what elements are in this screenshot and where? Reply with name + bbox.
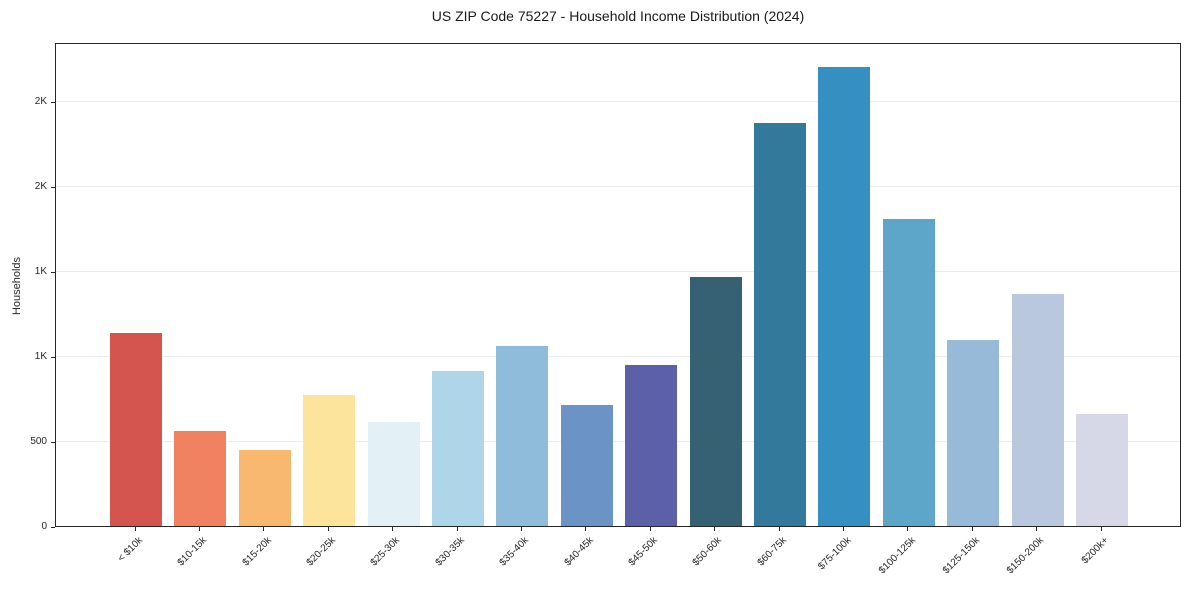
x-tick-label: $15-20k: [240, 535, 274, 569]
bar: [367, 422, 420, 526]
bar: [174, 430, 227, 526]
y-tick-mark: [51, 356, 55, 358]
x-axis-ticks: < $10k $10-15k $15-20k $20-25k $25-30k $30-35…: [55, 527, 1181, 590]
bar: [625, 364, 678, 526]
bar: [882, 218, 935, 526]
y-tick-mark: [51, 271, 55, 273]
x-tick-mark: [263, 527, 265, 531]
bar: [947, 340, 1000, 526]
x-tick-mark: [392, 527, 394, 531]
chart-title: US ZIP Code 75227 - Household Income Dis…: [431, 8, 805, 24]
bar: [818, 66, 871, 526]
gridline: [56, 355, 1180, 357]
x-tick-mark: [327, 527, 329, 531]
x-tick-mark: [520, 527, 522, 531]
x-tick-label: $50-60k: [691, 535, 725, 569]
x-tick-mark: [1100, 527, 1102, 531]
bar: [110, 333, 162, 526]
plot-area: [55, 43, 1181, 527]
gridline: [56, 185, 1180, 187]
x-tick-mark: [134, 527, 136, 531]
bar: [689, 277, 742, 526]
x-tick-label: $75-100k: [815, 535, 854, 573]
y-tick-label: 1K: [34, 266, 47, 278]
x-tick-mark: [714, 527, 716, 531]
y-tick-label: 2K: [34, 96, 47, 108]
y-tick-mark: [51, 101, 55, 103]
x-tick-label: $25-30k: [369, 535, 403, 569]
x-tick-label: $150-200k: [1005, 535, 1047, 577]
bar: [432, 371, 484, 526]
y-tick-mark: [51, 441, 55, 443]
x-tick-mark: [1036, 527, 1038, 531]
x-tick-label: $40-45k: [562, 535, 596, 569]
bar: [560, 404, 613, 526]
y-tick-label: 500: [30, 436, 47, 448]
x-tick-mark: [585, 527, 587, 531]
x-tick-label: $60-75k: [755, 535, 789, 569]
x-tick-label: $100-125k: [876, 535, 918, 577]
y-tick-mark: [51, 186, 55, 188]
bar: [754, 122, 806, 526]
x-tick-mark: [907, 527, 909, 531]
bar: [1076, 413, 1128, 526]
x-tick-label: $20-25k: [304, 535, 338, 569]
x-tick-label: < $10k: [115, 535, 145, 565]
gridline: [56, 440, 1180, 442]
x-tick-mark: [842, 527, 844, 531]
y-axis-label: Households: [11, 256, 23, 316]
bar: [496, 346, 549, 526]
x-tick-mark: [778, 527, 780, 531]
x-tick-label: $45-50k: [626, 535, 660, 569]
x-tick-mark: [649, 527, 651, 531]
gridline: [56, 270, 1180, 272]
y-tick-label: 0: [41, 521, 47, 532]
x-tick-label: $30-35k: [433, 535, 467, 569]
y-tick-label: 2K: [34, 181, 47, 193]
y-tick-mark: [51, 526, 55, 528]
bar: [1011, 294, 1064, 526]
x-tick-label: $125-150k: [940, 535, 982, 577]
x-tick-label: $35-40k: [497, 535, 532, 569]
y-tick-label: 1K: [34, 351, 47, 363]
bar: [303, 395, 356, 526]
x-tick-mark: [971, 527, 973, 531]
x-tick-mark: [198, 527, 200, 531]
x-tick-label: $200k+: [1079, 535, 1111, 567]
x-tick-label: $10-15k: [175, 535, 210, 569]
gridline: [56, 100, 1180, 102]
bar: [238, 449, 291, 526]
x-tick-mark: [456, 527, 458, 531]
